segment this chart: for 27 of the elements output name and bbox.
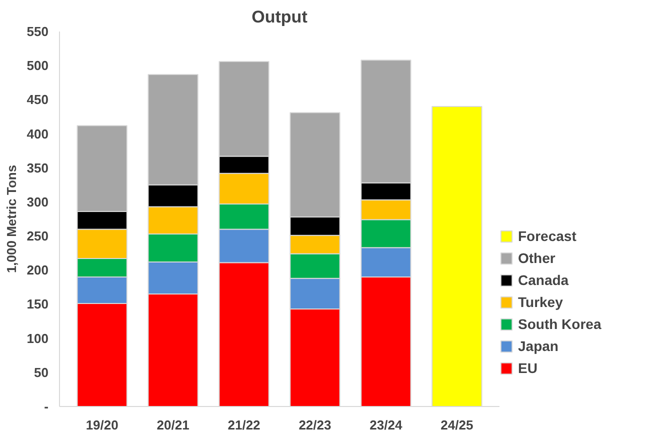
y-tick-label: 300 (26, 194, 49, 210)
y-tick-label: 100 (26, 330, 49, 346)
y-tick-label: 150 (26, 296, 49, 312)
legend-label: Forecast (518, 228, 576, 244)
x-tick-label: 21/22 (228, 418, 260, 432)
x-tick-label: 24/25 (440, 418, 474, 432)
legend-label: South Korea (518, 316, 602, 332)
y-tick-label: 500 (26, 58, 49, 74)
x-tick-label: 19/20 (86, 418, 118, 432)
y-axis-title: 1,000 Metric Tons (4, 164, 19, 274)
legend-label: Japan (518, 338, 558, 354)
y-tick-label: 50 (34, 364, 49, 380)
legend-label: Turkey (518, 294, 563, 310)
y-tick-label: 200 (26, 262, 49, 278)
y-tick-label: 350 (26, 160, 49, 176)
chart-title: Output (252, 8, 308, 26)
y-tick-label: 550 (26, 24, 49, 39)
y-tick-label: 250 (26, 228, 49, 244)
y-tick-label: - (44, 399, 49, 414)
y-tick-label: 400 (26, 126, 49, 142)
legend-label: EU (518, 360, 538, 376)
x-tick-label: 23/24 (370, 418, 403, 432)
legend-label: Canada (518, 272, 569, 288)
x-tick-label: 20/21 (156, 418, 190, 432)
y-tick-label: 450 (26, 92, 49, 108)
legend-label: Other (518, 250, 556, 266)
x-tick-label: 22/23 (298, 418, 332, 432)
